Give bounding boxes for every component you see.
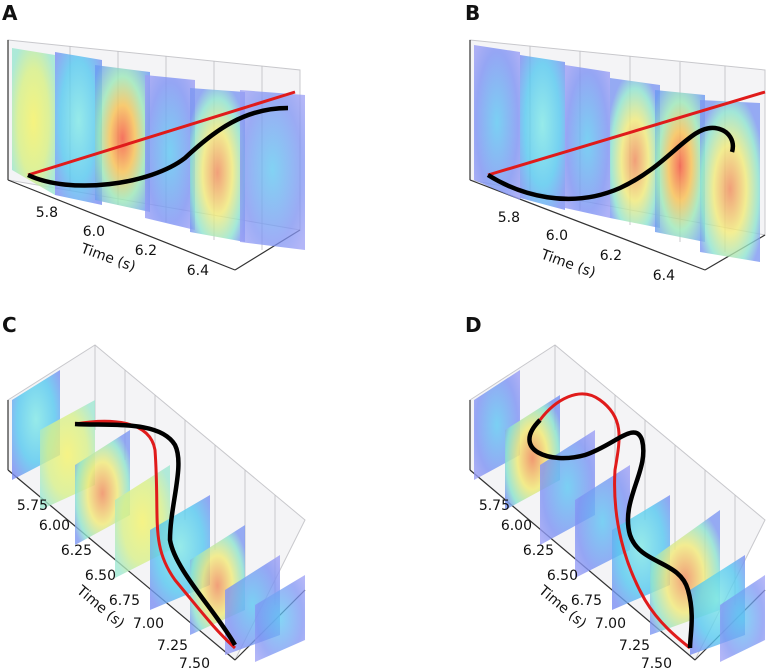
trajectory-line-C (74, 421, 237, 647)
reference-line-A (27, 90, 296, 177)
tick-D-6: 7.25 (619, 638, 650, 654)
tick-D-7: 7.50 (641, 656, 672, 672)
tick-D-3: 6.50 (547, 568, 578, 584)
tick-D-1: 6.00 (501, 518, 532, 534)
tick-D-0: 5.75 (479, 498, 510, 514)
tick-D-2: 6.25 (523, 543, 554, 559)
panel-B: B 5.8 6.0 6.2 6.4 Time (s) (465, 1, 766, 284)
panel-label-C: C (2, 313, 17, 337)
slice-B-2 (520, 55, 565, 210)
panel-C: C 5.75 6.00 6.25 6.50 6.75 7.00 7.25 7. (2, 313, 306, 672)
tick-C-4: 6.75 (109, 593, 140, 609)
tick-C-0: 5.75 (17, 498, 48, 514)
ticks-B: 5.8 6.0 6.2 6.4 (498, 210, 675, 284)
panel-label-D: D (465, 313, 482, 337)
axis-title-B: Time (s) (538, 246, 598, 281)
ticks-C: 5.75 6.00 6.25 6.50 6.75 7.00 7.25 7.50 (17, 498, 210, 672)
slice-A-6 (240, 90, 305, 250)
slice-B-3 (565, 65, 610, 218)
slice-A-1 (12, 48, 55, 195)
panel-label-A: A (2, 1, 18, 25)
time-axis-A (7, 179, 236, 271)
tick-A-1: 6.0 (83, 224, 105, 240)
tick-A-2: 6.2 (135, 243, 157, 259)
tick-C-6: 7.25 (157, 638, 188, 654)
reference-line-D (538, 392, 691, 650)
slice-A-5 (190, 88, 245, 242)
trajectory-line-B (486, 125, 735, 202)
tick-C-5: 7.00 (133, 616, 164, 632)
axis-title-A: Time (s) (78, 240, 138, 275)
tick-C-3: 6.50 (85, 568, 116, 584)
tick-C-2: 6.25 (61, 543, 92, 559)
tick-D-5: 7.00 (595, 616, 626, 632)
tick-B-2: 6.2 (600, 248, 622, 264)
tick-B-3: 6.4 (653, 268, 675, 284)
ticks-A: 5.8 6.0 6.2 6.4 (36, 205, 209, 279)
tick-B-1: 6.0 (546, 228, 568, 244)
slice-A-3 (95, 65, 150, 212)
slice-D-8 (720, 575, 765, 662)
tick-A-3: 6.4 (187, 263, 209, 279)
panel-D: D 5.75 6.00 6.25 6.50 6.75 7.00 7.25 7. (465, 313, 766, 672)
trajectory-line-A (27, 105, 289, 188)
ticks-D: 5.75 6.00 6.25 6.50 6.75 7.00 7.25 7.50 (479, 498, 672, 672)
panel-A: A 5.8 6.0 6.2 6.4 Time (s) (2, 1, 305, 279)
tick-A-0: 5.8 (36, 205, 58, 221)
panel-label-B: B (465, 1, 480, 25)
tick-D-4: 6.75 (571, 593, 602, 609)
slice-A-2 (55, 52, 102, 205)
slice-C-8 (255, 575, 305, 662)
slice-B-1 (474, 45, 520, 200)
slice-B-6 (700, 100, 760, 262)
tick-C-7: 7.50 (179, 656, 210, 672)
tick-C-1: 6.00 (39, 518, 70, 534)
slice-B-4 (610, 78, 660, 228)
tick-B-0: 5.8 (498, 210, 520, 226)
slice-A-4 (145, 75, 195, 230)
trajectory-line-D (527, 418, 694, 649)
slice-B-5 (655, 90, 705, 242)
reference-line-B (487, 90, 766, 177)
